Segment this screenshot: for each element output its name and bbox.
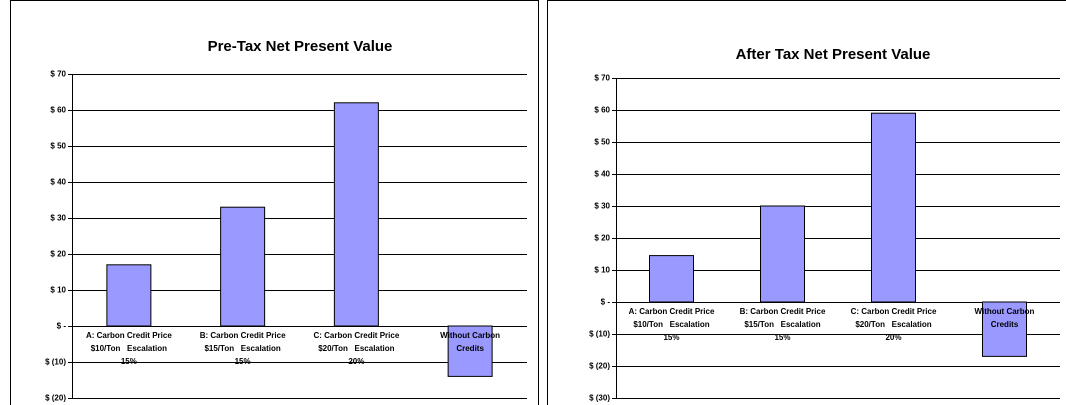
x-tick-label: C: Carbon Credit Price — [313, 331, 399, 340]
bar — [649, 255, 694, 303]
x-tick-label: $10/Ton Escalation — [633, 320, 709, 329]
bar — [106, 264, 152, 327]
y-tick-label: $ 60 — [594, 106, 610, 115]
bar — [333, 102, 379, 327]
y-tick-label: $ - — [57, 322, 67, 331]
x-tick-label: A: Carbon Credit Price — [629, 307, 715, 316]
y-tick-label: $ (20) — [589, 362, 610, 371]
y-tick-label: $ 70 — [594, 74, 610, 83]
y-tick-label: $ 10 — [50, 286, 66, 295]
x-tick-label: 15% — [774, 333, 790, 342]
y-tick-label: $ 50 — [50, 142, 66, 151]
x-tick-label: $15/Ton Escalation — [744, 320, 820, 329]
y-tick-label: $ 30 — [594, 202, 610, 211]
x-tick-label: 20% — [885, 333, 901, 342]
x-tick-label: 15% — [235, 357, 251, 366]
x-tick-label: $20/Ton Escalation — [318, 344, 394, 353]
y-tick-label: $ 70 — [50, 70, 66, 79]
y-tick-label: $ 10 — [594, 266, 610, 275]
x-tick-label: C: Carbon Credit Price — [851, 307, 937, 316]
x-tick-label: Without Carbon — [440, 331, 500, 340]
y-tick-label: $ 20 — [594, 234, 610, 243]
bar — [760, 205, 805, 303]
chart-frame — [547, 0, 1066, 405]
bar — [447, 325, 493, 377]
x-tick-label: Credits — [456, 344, 484, 353]
y-tick-label: $ - — [601, 298, 611, 307]
y-tick-label: $ 50 — [594, 138, 610, 147]
x-tick-label: Without Carbon — [975, 307, 1035, 316]
x-tick-label: B: Carbon Credit Price — [740, 307, 826, 316]
bar — [982, 301, 1027, 357]
y-tick-label: $ (30) — [589, 394, 610, 403]
y-tick-label: $ 40 — [50, 178, 66, 187]
x-tick-label: Credits — [991, 320, 1019, 329]
y-tick-label: $ (20) — [45, 394, 66, 403]
x-tick-label: $15/Ton Escalation — [204, 344, 280, 353]
y-tick-label: $ 40 — [594, 170, 610, 179]
x-tick-label: $20/Ton Escalation — [855, 320, 931, 329]
chart-title: After Tax Net Present Value — [736, 46, 931, 63]
y-tick-label: $ 60 — [50, 106, 66, 115]
x-tick-label: 15% — [121, 357, 137, 366]
bar — [871, 112, 916, 303]
bar — [220, 206, 266, 327]
x-tick-label: 15% — [663, 333, 679, 342]
chart-title: Pre-Tax Net Present Value — [208, 38, 393, 55]
x-tick-label: A: Carbon Credit Price — [86, 331, 172, 340]
x-tick-label: B: Carbon Credit Price — [200, 331, 286, 340]
x-tick-label: $10/Ton Escalation — [91, 344, 167, 353]
y-tick-label: $ (10) — [45, 358, 66, 367]
x-tick-label: 20% — [348, 357, 364, 366]
y-tick-label: $ 20 — [50, 250, 66, 259]
y-tick-label: $ 30 — [50, 214, 66, 223]
y-tick-label: $ (10) — [589, 330, 610, 339]
